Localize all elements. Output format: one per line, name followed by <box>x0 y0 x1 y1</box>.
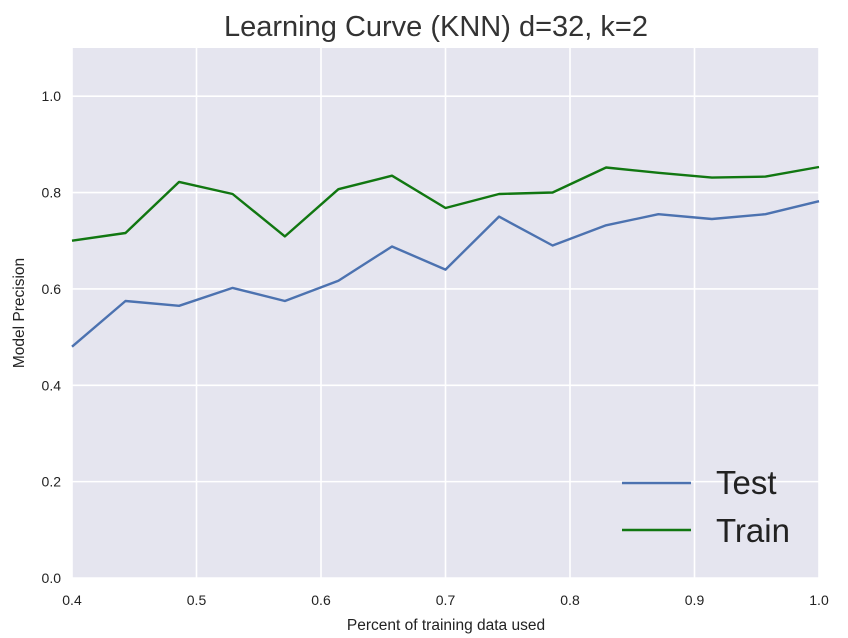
series-line-train <box>71 165 820 242</box>
y-tick-label: 0.2 <box>42 474 62 490</box>
tick-labels: 0.4 0.5 0.6 0.7 0.8 0.9 1.0 0.0 0.2 0.4 0.6 0.8 1.0 <box>42 88 829 608</box>
x-tick-label: 0.7 <box>436 592 456 608</box>
x-tick-label: 0.9 <box>685 592 705 608</box>
series-lines <box>71 165 820 348</box>
x-tick-label: 0.4 <box>62 592 82 608</box>
x-tick-label: 0.8 <box>560 592 580 608</box>
y-tick-label: 0.8 <box>42 185 62 201</box>
legend-label-test: Test <box>716 464 777 501</box>
legend-label-train: Train <box>716 512 790 549</box>
gridlines <box>71 48 820 579</box>
legend: Test Train <box>622 464 790 549</box>
x-tick-label: 0.6 <box>311 592 331 608</box>
y-tick-label: 0.4 <box>42 377 62 393</box>
x-axis-label: Percent of training data used <box>347 617 545 634</box>
y-tick-label: 0.0 <box>42 570 62 586</box>
x-tick-label: 1.0 <box>809 592 829 608</box>
x-tick-label: 0.5 <box>187 592 207 608</box>
series-line-test <box>71 200 820 348</box>
y-axis-label: Model Precision <box>11 258 28 368</box>
y-tick-label: 0.6 <box>42 281 62 297</box>
chart-title: Learning Curve (KNN) d=32, k=2 <box>224 11 648 43</box>
y-tick-label: 1.0 <box>42 88 62 104</box>
